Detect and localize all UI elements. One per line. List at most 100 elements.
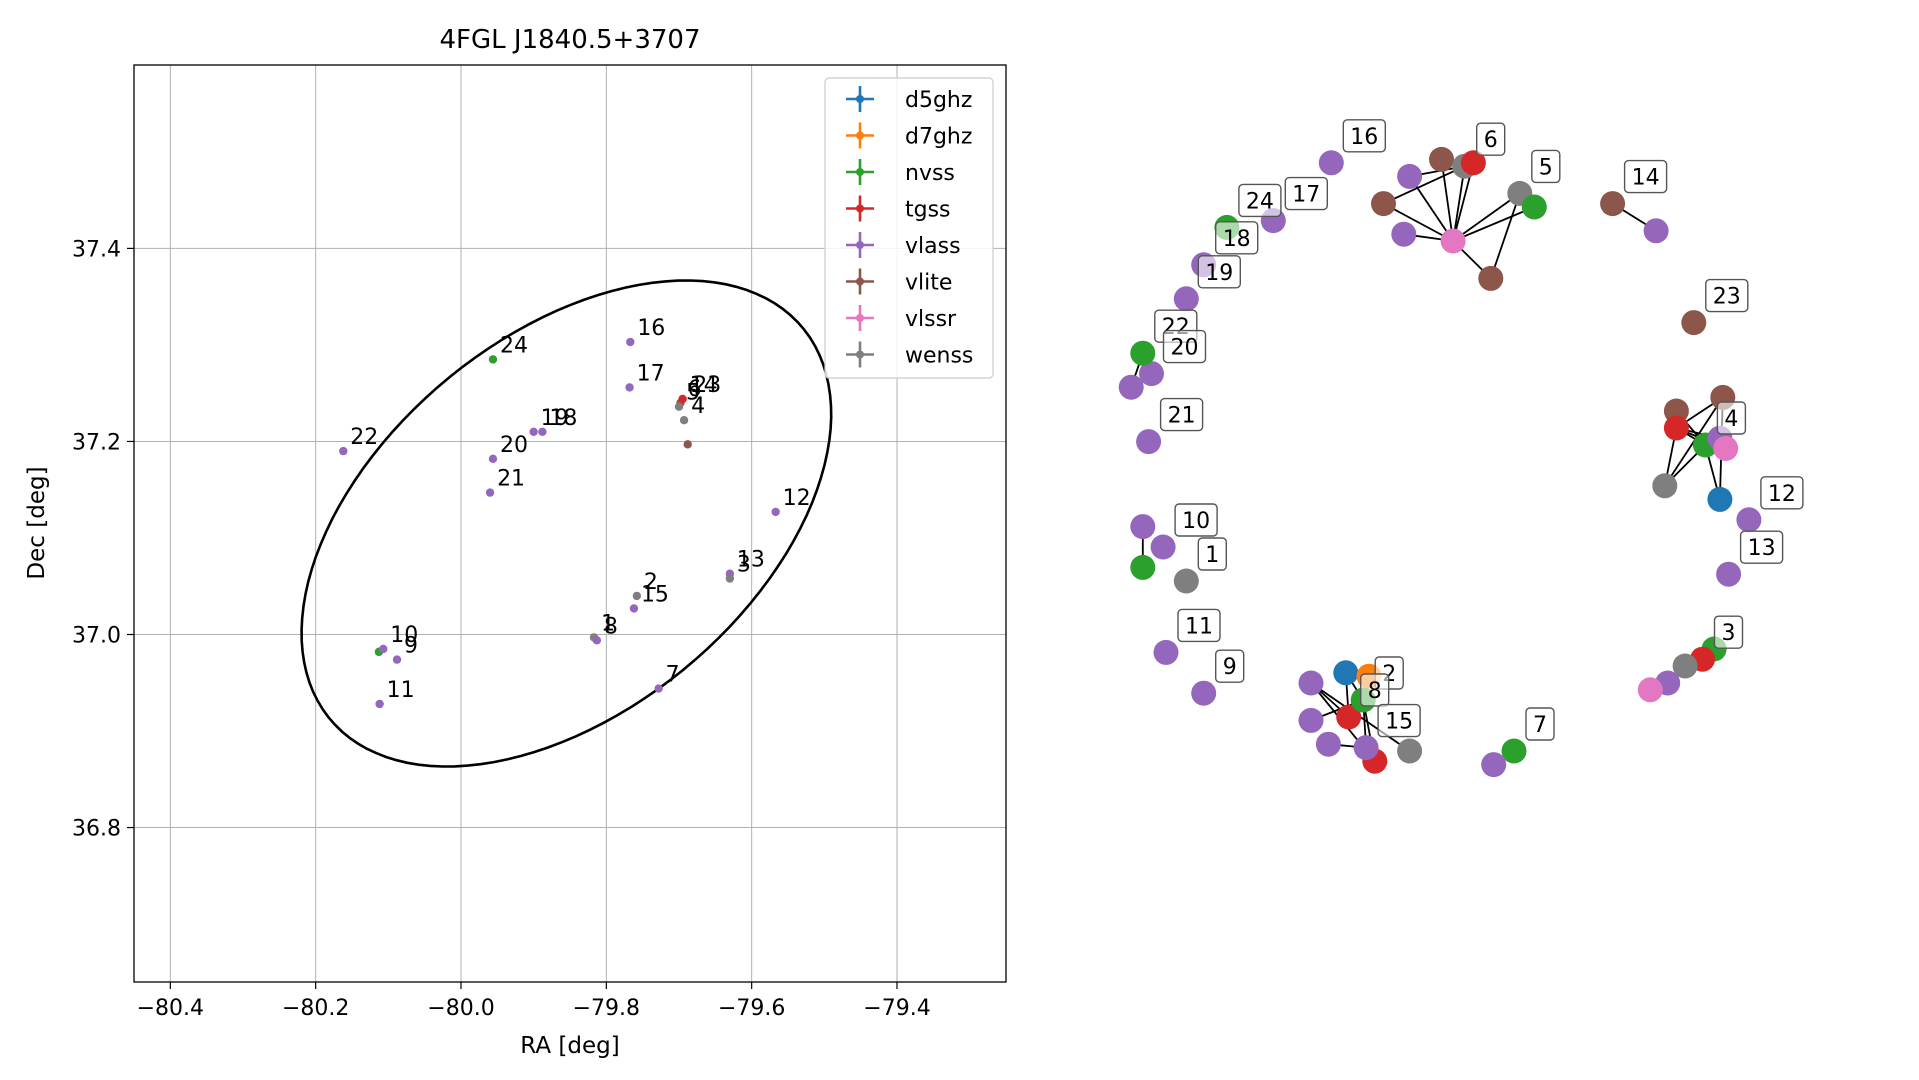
data-point-wenss: [632, 591, 642, 601]
data-point-tgss: [678, 394, 687, 404]
x-axis-label: RA [deg]: [520, 1033, 619, 1059]
graph-node-wenss: [1397, 738, 1423, 764]
graph-node-vlass: [1136, 429, 1162, 455]
data-point-vlass: [529, 427, 538, 436]
graph-node-vlass: [1397, 163, 1423, 189]
graph-label-box: [1739, 530, 1784, 564]
legend-item-wenss: wenss: [846, 341, 973, 369]
data-point-vlass: [379, 644, 388, 654]
graph-label: 17: [1284, 176, 1329, 211]
graph-label: 23: [1705, 278, 1749, 313]
graph-label: 7: [1525, 707, 1555, 741]
data-point-vlass: [538, 427, 547, 436]
graph-node-wenss: [1672, 653, 1698, 679]
chart-title: 4FGL J1840.5+3707: [440, 25, 701, 55]
graph-node-wenss: [1173, 568, 1199, 594]
graph-label-box: [1214, 649, 1245, 683]
y-tick-label: 37.2: [72, 430, 121, 455]
graph-edge: [1408, 175, 1454, 242]
graph-node-tgss: [1663, 415, 1689, 441]
graph-label-text: 23: [1713, 285, 1741, 310]
legend-label: vlssr: [905, 307, 957, 332]
graph-label-box: [1705, 278, 1749, 313]
graph-node-vlass: [1118, 374, 1144, 400]
graph-node-vlass: [1481, 752, 1507, 778]
data-point-vlass: [375, 699, 384, 709]
graph-label-box: [1475, 122, 1506, 156]
graph-label: 18: [1214, 221, 1259, 255]
legend-item-vlite: vlite: [846, 268, 952, 296]
graph-node-vlass: [1391, 221, 1417, 247]
point-label: 19: [541, 406, 569, 431]
point-label: 22: [350, 425, 378, 450]
legend-label: d5ghz: [905, 88, 972, 113]
error-ellipse: [300, 279, 833, 768]
data-point-vlass: [629, 604, 639, 613]
graph-node-vlass: [1716, 561, 1742, 587]
y-axis-label: Dec [deg]: [24, 466, 50, 579]
point-label: 15: [641, 582, 669, 607]
graph-node-vlass: [1318, 150, 1344, 176]
legend-label: vlite: [905, 271, 952, 296]
data-point-wenss: [679, 416, 689, 425]
graph-node-nvss: [1130, 340, 1156, 366]
graph-label-text: 5: [1539, 155, 1553, 180]
graph-label-text: 12: [1768, 482, 1796, 507]
graph-label-box: [1623, 159, 1668, 194]
graph-label: 12: [1760, 476, 1804, 510]
graph-node-vlite: [1429, 146, 1454, 172]
graph-label-text: 16: [1350, 125, 1378, 150]
graph-label-text: 11: [1185, 614, 1213, 639]
graph-label-text: 18: [1223, 227, 1251, 252]
legend-label: nvss: [905, 161, 955, 186]
graph-node-vlass: [1353, 735, 1379, 761]
data-point-vlass: [625, 383, 634, 392]
legend-label: vlass: [905, 234, 961, 259]
graph-label-text: 15: [1385, 710, 1413, 735]
data-point-vlass: [488, 454, 498, 464]
point-label: 10: [390, 623, 418, 648]
graph-label: 11: [1177, 608, 1221, 643]
legend-label: wenss: [905, 344, 973, 369]
x-tick-label: −79.6: [718, 996, 785, 1021]
legend-item-vlssr: vlssr: [846, 305, 957, 332]
graph-label-box: [1197, 537, 1228, 571]
point-label: 9: [404, 634, 418, 659]
point-label: 4: [691, 394, 705, 419]
graph-edge: [1489, 193, 1521, 279]
point-label: 2: [644, 570, 658, 595]
point-label: 11: [387, 678, 415, 703]
data-point-wenss: [674, 402, 684, 411]
graph-label-text: 8: [1368, 679, 1382, 704]
graph-label-box: [1238, 183, 1282, 218]
point-label: 21: [497, 467, 525, 492]
graph-node-wenss: [1652, 473, 1678, 499]
data-point-vlass: [654, 684, 663, 693]
data-point-vlass: [392, 655, 402, 664]
legend-marker: [856, 168, 864, 176]
graph-label-box: [1377, 703, 1421, 738]
graph-label: 24: [1238, 183, 1282, 218]
legend-marker: [856, 241, 864, 249]
graph-label-box: [1716, 401, 1747, 435]
graph-label: 14: [1623, 159, 1668, 194]
graph-label-text: 19: [1205, 261, 1233, 286]
legend-marker: [856, 131, 864, 140]
legend-box: [824, 77, 994, 379]
error-ellipse-group: [300, 279, 833, 768]
graph-node-vlite: [1478, 265, 1504, 291]
legend-item-nvss: nvss: [846, 159, 955, 186]
graph-node-tgss: [1460, 150, 1486, 176]
graph-node-vlssr: [1713, 435, 1739, 461]
legend-marker: [856, 204, 864, 213]
graph-label-box: [1284, 176, 1329, 211]
axes-frame: [133, 64, 1007, 983]
legend-label: d7ghz: [905, 125, 972, 150]
graph-node-vlssr: [1440, 228, 1466, 254]
graph-node-d5ghz: [1707, 486, 1733, 512]
graph-label-text: 1: [1205, 543, 1219, 568]
x-tick-label: −79.4: [863, 996, 930, 1021]
graph-label: 10: [1174, 503, 1218, 537]
